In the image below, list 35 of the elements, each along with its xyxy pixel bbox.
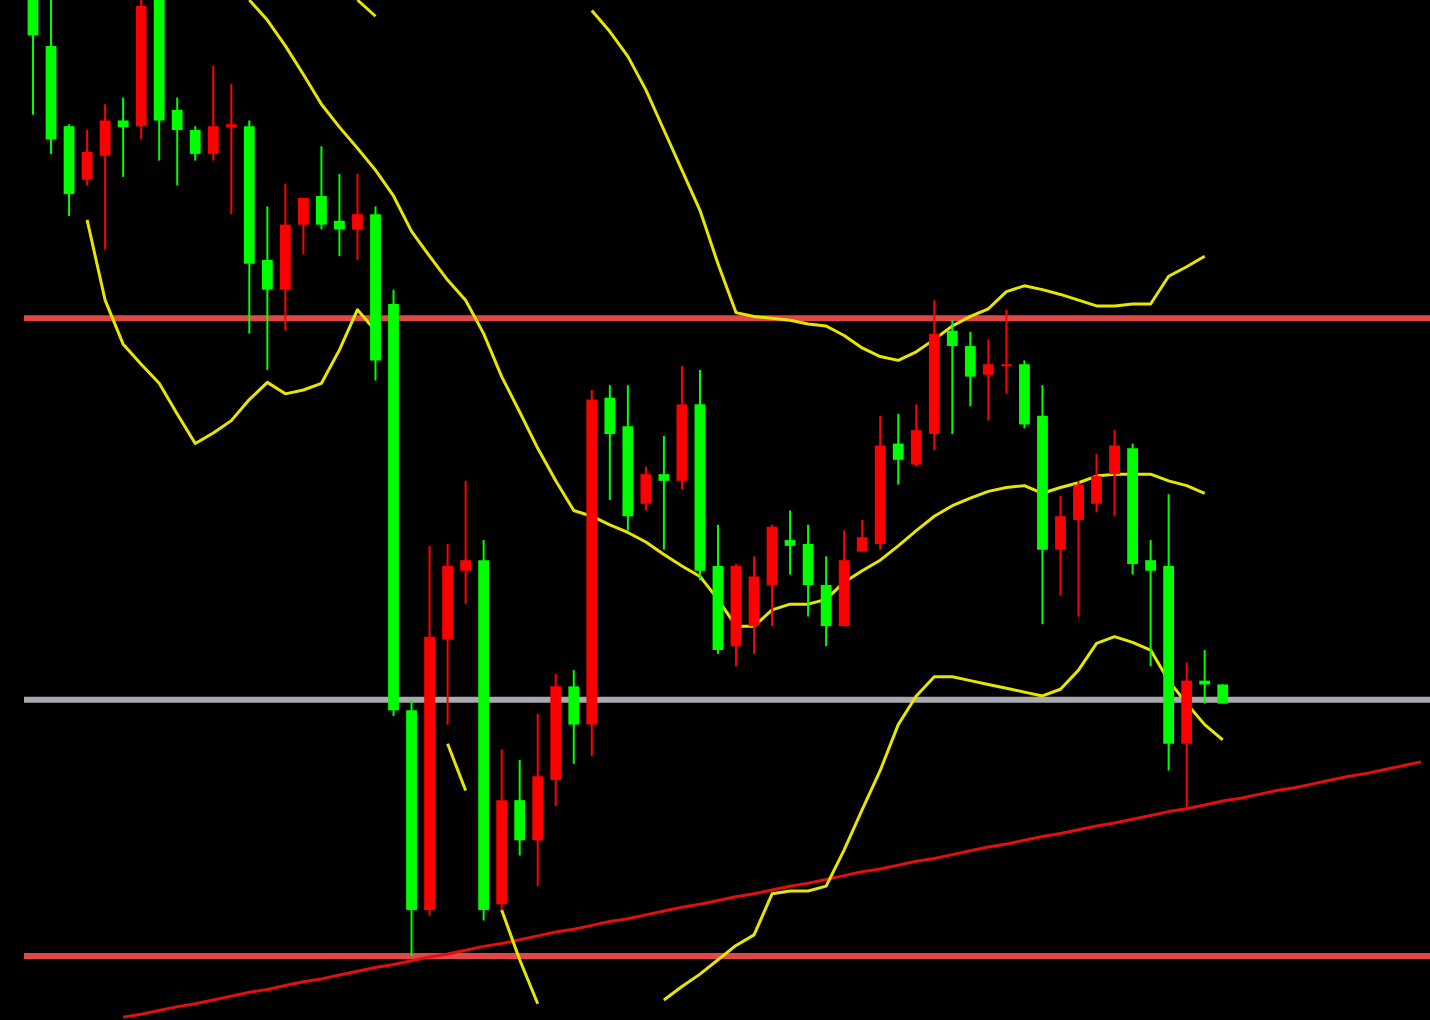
candlestick [514, 758, 526, 857]
candlestick [784, 509, 796, 576]
candlestick [982, 338, 994, 422]
candlestick [171, 96, 183, 187]
candlestick [1145, 539, 1157, 668]
candlestick [1000, 308, 1012, 395]
candlestick [27, 0, 39, 116]
candlestick [946, 319, 958, 435]
candlestick [261, 205, 273, 371]
candlestick [658, 434, 670, 551]
candlestick [568, 669, 580, 765]
candlestick [316, 145, 327, 231]
candlestick [1055, 495, 1066, 597]
candlestick [1073, 479, 1084, 618]
candlestick [1217, 683, 1229, 705]
candlestick [892, 412, 904, 486]
candlestick [297, 196, 309, 256]
candlestick [460, 479, 472, 606]
candlestick [189, 125, 201, 162]
candlestick [640, 465, 652, 512]
candlestick [1091, 453, 1102, 514]
candlestick [225, 83, 237, 216]
candlestick [820, 555, 832, 648]
candlestick [99, 103, 111, 251]
candlestick [910, 403, 922, 468]
candlestick [1109, 429, 1120, 518]
candlestick [604, 384, 616, 501]
candlestick [81, 129, 93, 187]
candlestick [856, 519, 868, 553]
candlestick [352, 172, 363, 262]
candlestick [117, 96, 129, 178]
candlestick [207, 64, 219, 162]
candlestick [802, 523, 814, 618]
candlestick [334, 172, 345, 258]
candlestick [964, 330, 976, 408]
